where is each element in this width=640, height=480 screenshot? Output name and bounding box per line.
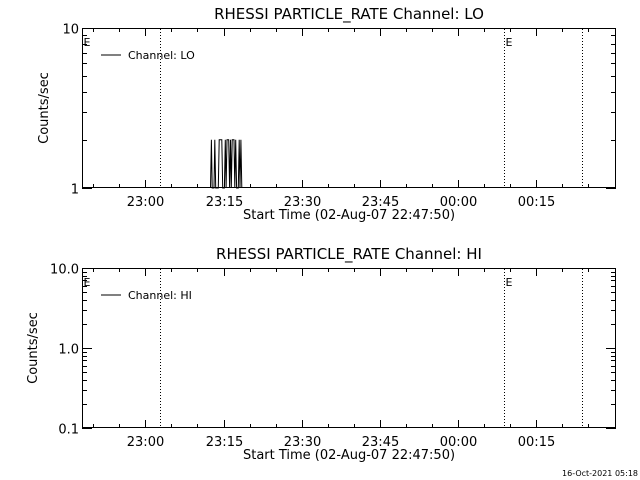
chart-title: RHESSI PARTICLE_RATE Channel: HI: [216, 245, 482, 264]
legend-entry: Channel: HI: [128, 289, 192, 302]
x-tick-label: 00:00: [440, 195, 477, 210]
x-axis-label: Start Time (02-Aug-07 22:47:50): [243, 448, 455, 463]
x-tick-label: 23:30: [284, 435, 321, 450]
series-line-1: [210, 139, 243, 189]
y-tick-label: 1.0: [58, 343, 79, 358]
y-tick-label: 10.0: [50, 263, 79, 278]
x-tick-label: 23:45: [362, 435, 399, 450]
x-tick-label: 23:00: [127, 195, 164, 210]
footer-timestamp: 16-Oct-2021 05:18: [562, 469, 638, 478]
event-marker-label: E: [506, 36, 513, 49]
x-tick-label: 00:00: [440, 435, 477, 450]
y-axis-label: Counts/sec: [26, 312, 41, 384]
legend-entry: Channel: LO: [128, 49, 195, 62]
x-tick-label: 00:15: [518, 195, 555, 210]
x-tick-label: 23:15: [206, 435, 243, 450]
x-tick-label: 00:15: [518, 435, 555, 450]
x-axis-label: Start Time (02-Aug-07 22:47:50): [243, 208, 455, 223]
y-axis-label: Counts/sec: [37, 72, 52, 144]
x-tick-label: 23:15: [206, 195, 243, 210]
chart-title: RHESSI PARTICLE_RATE Channel: LO: [214, 5, 484, 24]
event-marker-label: E: [84, 36, 91, 49]
chart-panel-1: RHESSI PARTICLE_RATE Channel: LO 23:00 23:…: [37, 5, 616, 223]
event-marker-label: E: [84, 276, 91, 289]
y-tick-label: 1: [71, 183, 79, 198]
x-tick-label: 23:00: [127, 435, 164, 450]
x-tick-label: 23:45: [362, 195, 399, 210]
y-tick-label: 0.1: [58, 423, 79, 438]
x-tick-label: 23:30: [284, 195, 321, 210]
plot-frame: [82, 28, 616, 188]
chart-panel-2: RHESSI PARTICLE_RATE Channel: HI 23:00 23:…: [26, 245, 616, 463]
event-marker-label: E: [506, 276, 513, 289]
y-tick-label: 10: [62, 23, 79, 38]
